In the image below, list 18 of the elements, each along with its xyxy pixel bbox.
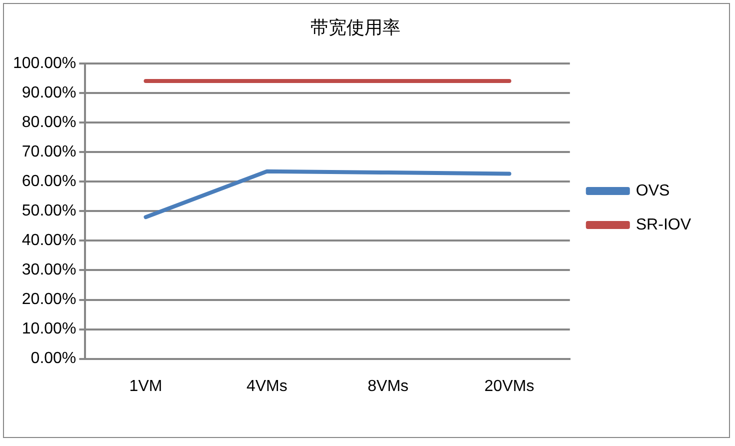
- y-tick-label: 0.00%: [30, 350, 76, 368]
- legend-label: OVS: [636, 182, 670, 200]
- y-tick-label: 90.00%: [22, 84, 76, 102]
- y-tick-label: 10.00%: [22, 320, 76, 338]
- x-tick-label: 1VM: [129, 378, 162, 395]
- y-tick-label: 100.00%: [12, 55, 76, 72]
- y-tick-label: 50.00%: [22, 202, 76, 220]
- x-tick-label: 4VMs: [246, 378, 288, 395]
- y-tick-label: 80.00%: [22, 114, 76, 132]
- y-tick-label: 20.00%: [22, 291, 76, 308]
- y-tick-label: 30.00%: [22, 262, 76, 279]
- chart-title: 带宽使用率: [310, 17, 400, 38]
- legend-label: SR-IOV: [636, 216, 692, 234]
- x-tick-label: 8VMs: [368, 378, 409, 395]
- x-tick-label: 20VMs: [484, 378, 534, 395]
- y-tick-label: 70.00%: [22, 144, 76, 161]
- y-tick-label: 60.00%: [22, 173, 76, 190]
- y-tick-label: 40.00%: [22, 232, 76, 250]
